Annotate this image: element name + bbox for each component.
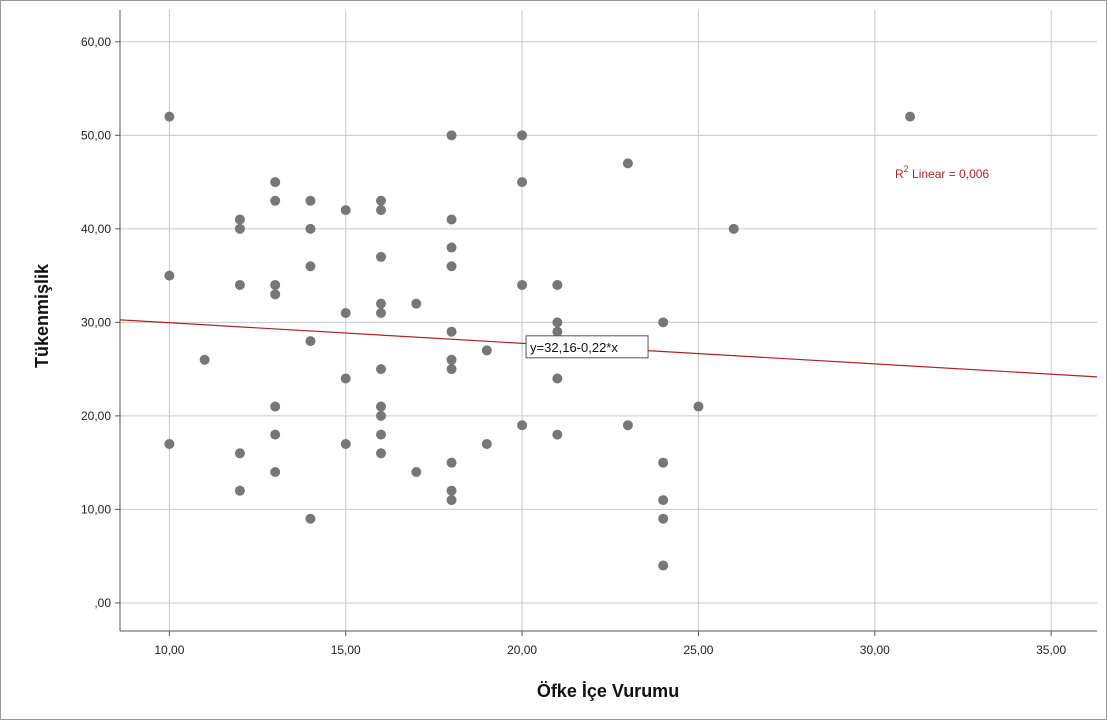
x-tick-label: 30,00 [860, 643, 890, 657]
grid-lines [120, 10, 1097, 631]
data-point [658, 560, 669, 571]
x-tick-label: 20,00 [507, 643, 537, 657]
data-point [481, 345, 492, 356]
data-point [234, 279, 245, 290]
r2-label-prefix: R [895, 167, 904, 181]
y-tick-label: 10,00 [81, 502, 111, 516]
data-point [234, 214, 245, 225]
data-point [446, 495, 457, 506]
fit-line-group: y=32,16-0,22*x [119, 319, 1098, 378]
data-point [270, 401, 281, 412]
data-point [305, 195, 316, 206]
data-point [340, 438, 351, 449]
data-point [270, 177, 281, 188]
y-tick-labels: ,00 10,00 20,00 30,00 40,00 50,00 60,00 [81, 35, 111, 610]
data-point [658, 513, 669, 524]
data-point [270, 279, 281, 290]
data-point [376, 251, 387, 262]
y-tick-label: 20,00 [81, 409, 111, 423]
data-point [517, 420, 528, 431]
data-point [199, 354, 210, 365]
data-point [658, 317, 669, 328]
x-tick-label: 35,00 [1036, 643, 1066, 657]
data-point [270, 195, 281, 206]
data-point [305, 261, 316, 272]
y-tick-label: 40,00 [81, 222, 111, 236]
y-tick-label: 60,00 [81, 35, 111, 49]
y-tick-label: ,00 [94, 596, 111, 610]
data-point [693, 401, 704, 412]
data-point [411, 298, 422, 309]
y-axis-title: Tükenmişlik [32, 263, 52, 368]
data-point [517, 279, 528, 290]
data-point [622, 158, 633, 169]
data-point [446, 457, 457, 468]
data-point [305, 336, 316, 347]
data-point [552, 373, 563, 384]
data-point [305, 513, 316, 524]
data-point [376, 364, 387, 375]
data-point [446, 326, 457, 337]
data-point [270, 289, 281, 300]
x-axis-title: Öfke İçe Vurumu [537, 681, 679, 701]
y-tick-label: 30,00 [81, 315, 111, 329]
data-point [376, 195, 387, 206]
data-point [234, 223, 245, 234]
data-point [658, 495, 669, 506]
data-point [446, 485, 457, 496]
x-tick-label: 10,00 [154, 643, 184, 657]
data-point [376, 429, 387, 440]
data-point [517, 177, 528, 188]
data-point [446, 354, 457, 365]
data-point [340, 308, 351, 319]
data-point [376, 308, 387, 319]
data-point [411, 467, 422, 478]
x-tick-label: 15,00 [331, 643, 361, 657]
data-point [376, 410, 387, 421]
data-point [658, 457, 669, 468]
data-point [164, 270, 175, 281]
data-point [376, 401, 387, 412]
data-point [164, 111, 175, 122]
r2-label-sup: 2 [904, 164, 909, 174]
data-point [905, 111, 916, 122]
data-point [552, 326, 563, 337]
data-point [376, 298, 387, 309]
data-point [446, 261, 457, 272]
data-point [552, 279, 563, 290]
data-point [446, 214, 457, 225]
data-point [270, 429, 281, 440]
data-point [446, 130, 457, 141]
data-point [376, 448, 387, 459]
data-point [446, 364, 457, 375]
fit-equation-box [525, 335, 649, 359]
data-point [552, 317, 563, 328]
data-point [270, 467, 281, 478]
r2-label-rest: Linear = 0,006 [909, 167, 990, 181]
y-tick-label: 50,00 [81, 128, 111, 142]
fit-equation-label: y=32,16-0,22*x [530, 340, 618, 355]
x-tick-label: 25,00 [683, 643, 713, 657]
r2-label: R2 Linear = 0,006 [895, 164, 989, 181]
data-point [340, 205, 351, 216]
data-point [340, 373, 351, 384]
data-point [552, 429, 563, 440]
data-point [164, 438, 175, 449]
data-point [446, 242, 457, 253]
x-tick-labels: 10,00 15,00 20,00 25,00 30,00 35,00 [154, 643, 1066, 657]
data-point [481, 438, 492, 449]
data-points [164, 111, 916, 571]
data-point [234, 485, 245, 496]
data-point [728, 223, 739, 234]
data-point [234, 448, 245, 459]
data-point [305, 223, 316, 234]
axes [115, 10, 1097, 636]
data-point [376, 205, 387, 216]
data-point [517, 130, 528, 141]
data-point [622, 420, 633, 431]
